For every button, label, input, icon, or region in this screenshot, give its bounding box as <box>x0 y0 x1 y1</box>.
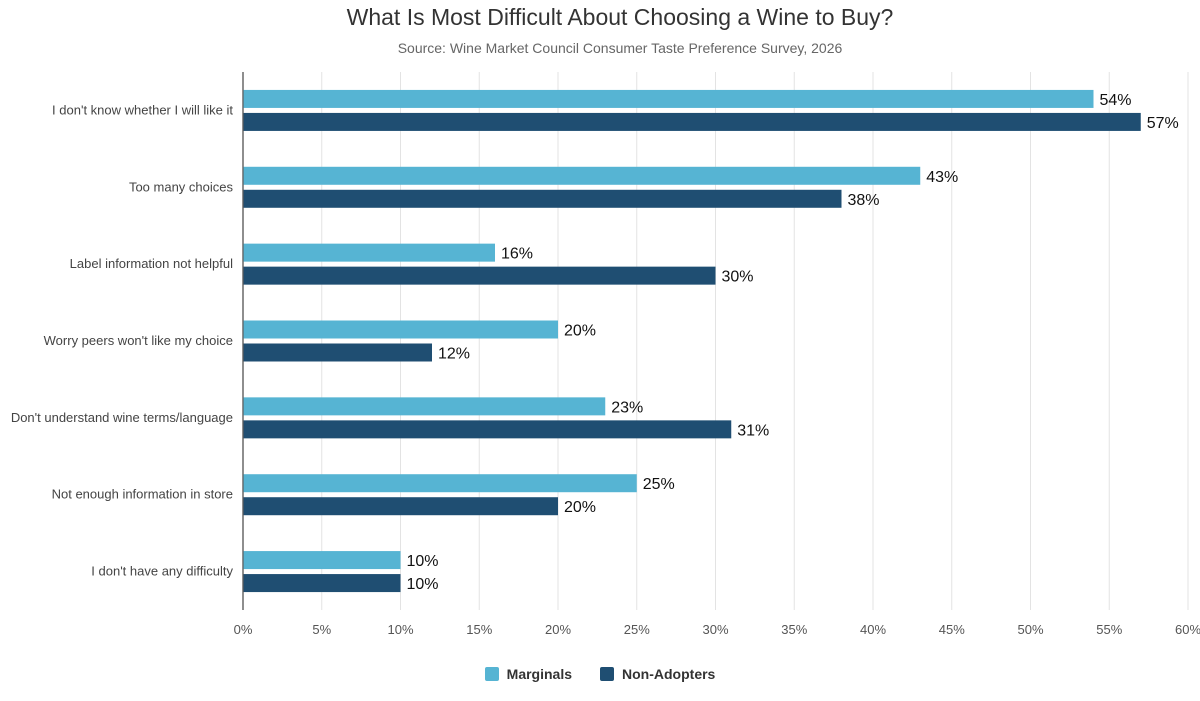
data-label: 20% <box>564 323 596 340</box>
data-label: 10% <box>407 576 439 593</box>
x-tick-label-0: 0% <box>234 622 253 637</box>
bar-marginals-5 <box>243 474 637 493</box>
legend: Marginals Non-Adopters <box>0 666 1200 682</box>
bar-marginals-4 <box>243 397 606 416</box>
legend-item-marginals[interactable]: Marginals <box>484 666 573 682</box>
bar-non-adopters-4 <box>243 420 732 439</box>
legend-swatch-non-adopters <box>600 667 615 681</box>
bar-non-adopters-2 <box>243 266 716 285</box>
legend-item-non-adopters[interactable]: Non-Adopters <box>600 666 715 682</box>
data-label: 16% <box>501 246 533 263</box>
bar-marginals-1 <box>243 166 921 185</box>
legend-swatch-marginals <box>484 667 499 681</box>
data-label: 38% <box>848 192 880 209</box>
x-tick-label-20: 20% <box>545 622 571 637</box>
category-label: I don't have any difficulty <box>91 564 233 579</box>
data-label: 30% <box>722 269 754 286</box>
data-label: 54% <box>1100 92 1132 109</box>
bar-marginals-2 <box>243 243 495 262</box>
data-label: 57% <box>1147 115 1179 132</box>
x-tick-label-50: 50% <box>1017 622 1043 637</box>
x-tick-label-40: 40% <box>860 622 886 637</box>
x-tick-label-55: 55% <box>1096 622 1122 637</box>
category-label: Not enough information in store <box>52 487 233 502</box>
x-tick-label-25: 25% <box>624 622 650 637</box>
data-label: 23% <box>611 399 643 416</box>
bar-chart: 0% 5% 10% 15% 20% 25% 30% 35% 40% 45% 50% 55% 60% I d… <box>11 72 1200 637</box>
x-tick-label-30: 30% <box>702 622 728 637</box>
data-label: 12% <box>438 346 470 363</box>
legend-label-non-adopters: Non-Adopters <box>622 666 716 682</box>
bar-marginals-3 <box>243 320 558 339</box>
data-label: 20% <box>564 499 596 516</box>
legend-label-marginals: Marginals <box>506 666 573 682</box>
bar-marginals-6 <box>243 551 401 570</box>
data-label: 43% <box>926 169 958 186</box>
bar-non-adopters-0 <box>243 112 1141 131</box>
data-label: 10% <box>407 553 439 570</box>
bar-non-adopters-5 <box>243 497 558 516</box>
bar-marginals-0 <box>243 89 1094 108</box>
x-tick-label-15: 15% <box>466 622 492 637</box>
category-label: I don't know whether I will like it <box>52 102 233 117</box>
x-tick-label-10: 10% <box>387 622 413 637</box>
data-label: 25% <box>643 476 675 493</box>
x-tick-label-60: 60% <box>1175 622 1200 637</box>
bar-non-adopters-6 <box>243 574 401 593</box>
x-tick-label-35: 35% <box>781 622 807 637</box>
bar-non-adopters-1 <box>243 189 842 208</box>
x-tick-label-5: 5% <box>312 622 331 637</box>
data-label: 31% <box>737 422 769 439</box>
category-label: Label information not helpful <box>70 256 233 271</box>
x-tick-label-45: 45% <box>939 622 965 637</box>
chart-subtitle: Source: Wine Market Council Consumer Tas… <box>397 40 843 56</box>
category-label: Don't understand wine terms/language <box>11 410 233 425</box>
chart-title: What Is Most Difficult About Choosing a … <box>346 4 894 30</box>
category-label: Worry peers won't like my choice <box>44 333 233 348</box>
bar-non-adopters-3 <box>243 343 432 362</box>
category-label: Too many choices <box>129 179 234 194</box>
